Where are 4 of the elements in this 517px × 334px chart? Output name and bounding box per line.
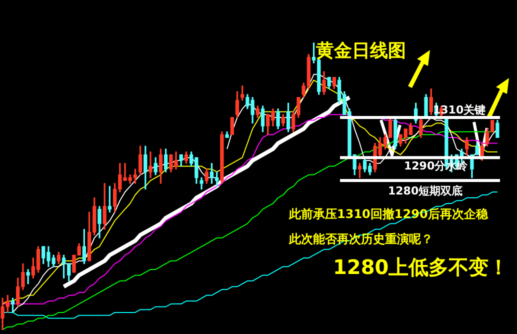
candlestick xyxy=(230,117,234,135)
chart-title: 黄金日线图 xyxy=(315,40,406,62)
ref-line-label: 1280短期双底 xyxy=(388,184,463,198)
annotation: 1280上低多不变！ xyxy=(333,255,509,280)
